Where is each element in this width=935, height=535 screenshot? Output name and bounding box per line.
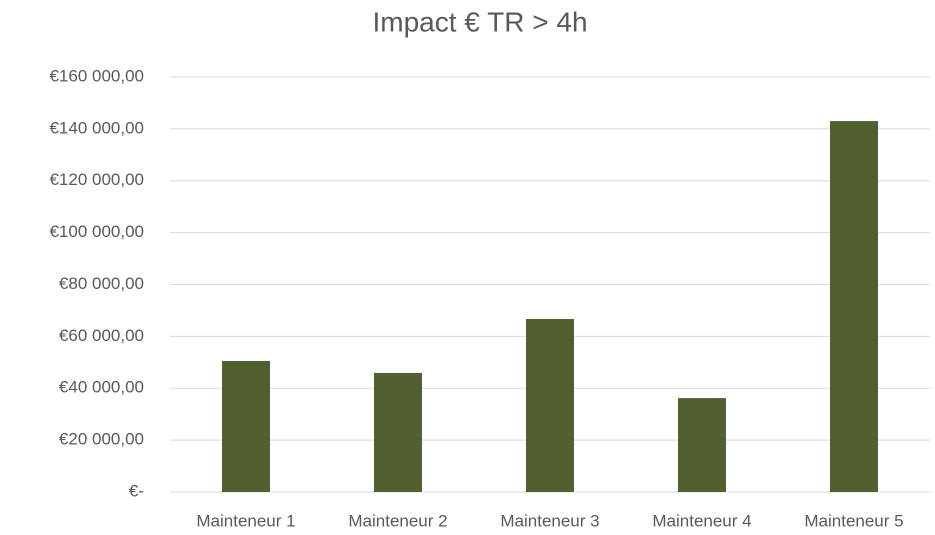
y-tick-label: €40 000,00 [59,378,144,397]
bar [678,398,726,492]
bar [830,121,878,492]
x-tick-label: Mainteneur 3 [500,511,599,530]
y-tick-label: €80 000,00 [59,274,144,293]
x-tick-label: Mainteneur 2 [348,511,447,530]
bar [222,361,270,492]
bar [374,372,422,492]
y-tick-label: €160 000,00 [49,66,144,85]
y-tick-label: €- [129,481,144,500]
x-tick-label: Mainteneur 1 [196,511,295,530]
y-tick-label: €60 000,00 [59,326,144,345]
y-tick-label: €20 000,00 [59,430,144,449]
x-tick-label: Mainteneur 5 [804,511,903,530]
x-tick-label: Mainteneur 4 [652,511,751,530]
bar [526,318,574,492]
chart-title: Impact € TR > 4h [372,6,587,37]
y-tick-label: €120 000,00 [49,170,144,189]
y-tick-label: €140 000,00 [49,118,144,137]
y-tick-label: €100 000,00 [49,222,144,241]
